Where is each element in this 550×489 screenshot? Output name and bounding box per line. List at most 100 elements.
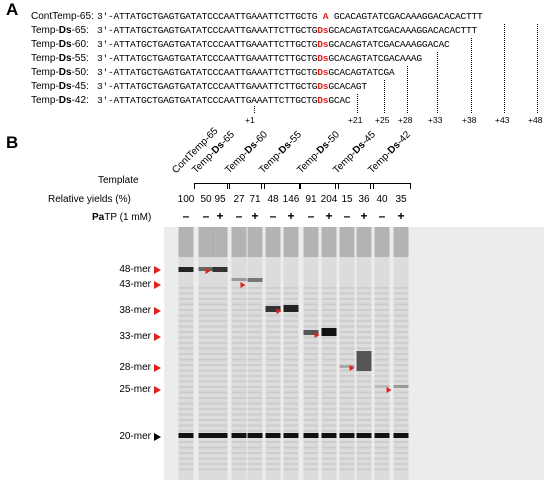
ladder-band (321, 391, 337, 394)
ladder-band (265, 303, 281, 306)
ladder-band (198, 446, 214, 449)
lane-group-bracket (335, 183, 374, 189)
ladder-band (356, 452, 372, 454)
ladder-band (393, 380, 409, 383)
ladder-band (231, 287, 247, 289)
ladder-band (283, 430, 299, 432)
ladder-band (247, 424, 263, 427)
yield-value: 48 (267, 194, 279, 205)
ladder-band (339, 386, 355, 388)
product-arrowhead (240, 282, 246, 288)
ladder-band (393, 408, 409, 410)
ladder-band (231, 402, 247, 405)
ladder-band (321, 292, 337, 295)
yield-value: 91 (305, 194, 317, 205)
ladder-band (265, 331, 281, 333)
size-marker-arrow (154, 386, 161, 394)
sequence-5prime: 3'-ATTATGCTGAGTGATATCCCAATTGAAATTCTTGCTG (97, 67, 318, 78)
position-guide (407, 66, 408, 113)
ladder-band (231, 397, 247, 399)
ladder-band (393, 419, 409, 421)
ladder-band (374, 336, 390, 339)
ladder-band (393, 358, 409, 361)
ladder-band (247, 419, 263, 421)
position-label: +48 (528, 115, 543, 125)
unnatural-base: Ds (317, 67, 329, 78)
ladder-band (212, 364, 228, 366)
ladder-band (303, 402, 319, 405)
ladder-band (247, 386, 263, 388)
template-row-label: Template (98, 175, 139, 186)
ladder-band (198, 419, 214, 421)
ladder-band (339, 369, 355, 372)
ladder-band (283, 397, 299, 399)
well-smear (265, 227, 281, 257)
size-marker-arrow (154, 364, 161, 372)
ladder-band (212, 402, 228, 405)
ladder-band (356, 457, 372, 460)
ladder-band (393, 375, 409, 377)
ladder-band (178, 320, 194, 322)
patp-sign: + (397, 209, 405, 223)
ladder-band (231, 292, 247, 295)
ladder-band (321, 424, 337, 427)
ladder-band (303, 375, 319, 377)
ladder-band (212, 419, 228, 421)
ladder-band (339, 303, 355, 306)
sequence-3prime: GCACAGTATCGACAAAG (328, 53, 422, 64)
ladder-band (321, 430, 337, 432)
gel-image (164, 227, 544, 480)
ladder-band (247, 358, 263, 361)
ladder-band (265, 347, 281, 350)
ladder-band (212, 347, 228, 350)
unnatural-base: A (322, 11, 329, 22)
ladder-band (374, 364, 390, 366)
template-name: Temp-Ds-65: (31, 25, 89, 36)
ladder-band (265, 463, 281, 465)
ladder-band (283, 468, 299, 471)
ladder-band (198, 358, 214, 361)
ladder-band (231, 424, 247, 427)
ladder-band (321, 320, 337, 322)
ladder-band (321, 287, 337, 289)
ladder-band (247, 375, 263, 377)
ladder-band (212, 353, 228, 355)
ladder-band (283, 380, 299, 383)
yield-value: 27 (233, 194, 245, 205)
ladder-band (374, 298, 390, 300)
ladder-band (356, 342, 372, 344)
ladder-band (283, 320, 299, 322)
product-band (356, 351, 372, 371)
ladder-band (321, 358, 337, 361)
template-sequence: 3'-ATTATGCTGAGTGATATCCCAATTGAAATTCTTGCTG… (97, 53, 422, 64)
sequence-3prime: GCAC (328, 95, 351, 106)
yield-value: 95 (214, 194, 226, 205)
ladder-band (339, 325, 355, 328)
product-band (321, 328, 337, 336)
yield-value: 15 (341, 194, 353, 205)
ladder-band (265, 380, 281, 383)
ladder-band (339, 331, 355, 333)
ladder-band (247, 397, 263, 399)
product-band (178, 267, 194, 272)
ladder-band (283, 331, 299, 333)
patp-sign: – (235, 209, 243, 223)
ladder-band (303, 298, 319, 300)
ladder-band (303, 457, 319, 460)
lane-header-ds: Ds (209, 139, 227, 157)
yield-value: 100 (177, 194, 195, 205)
ladder-band (321, 468, 337, 471)
lane-header-ds: Ds (314, 139, 332, 157)
product-band (212, 267, 228, 272)
primer-band-20mer (178, 433, 194, 438)
ladder-band (374, 347, 390, 350)
ladder-band (393, 336, 409, 339)
ladder-band (265, 287, 281, 289)
ladder-band (231, 463, 247, 465)
product-band (393, 385, 409, 388)
ladder-band (321, 441, 337, 443)
ladder-band (265, 457, 281, 460)
ladder-band (178, 331, 194, 333)
ladder-band (212, 336, 228, 339)
